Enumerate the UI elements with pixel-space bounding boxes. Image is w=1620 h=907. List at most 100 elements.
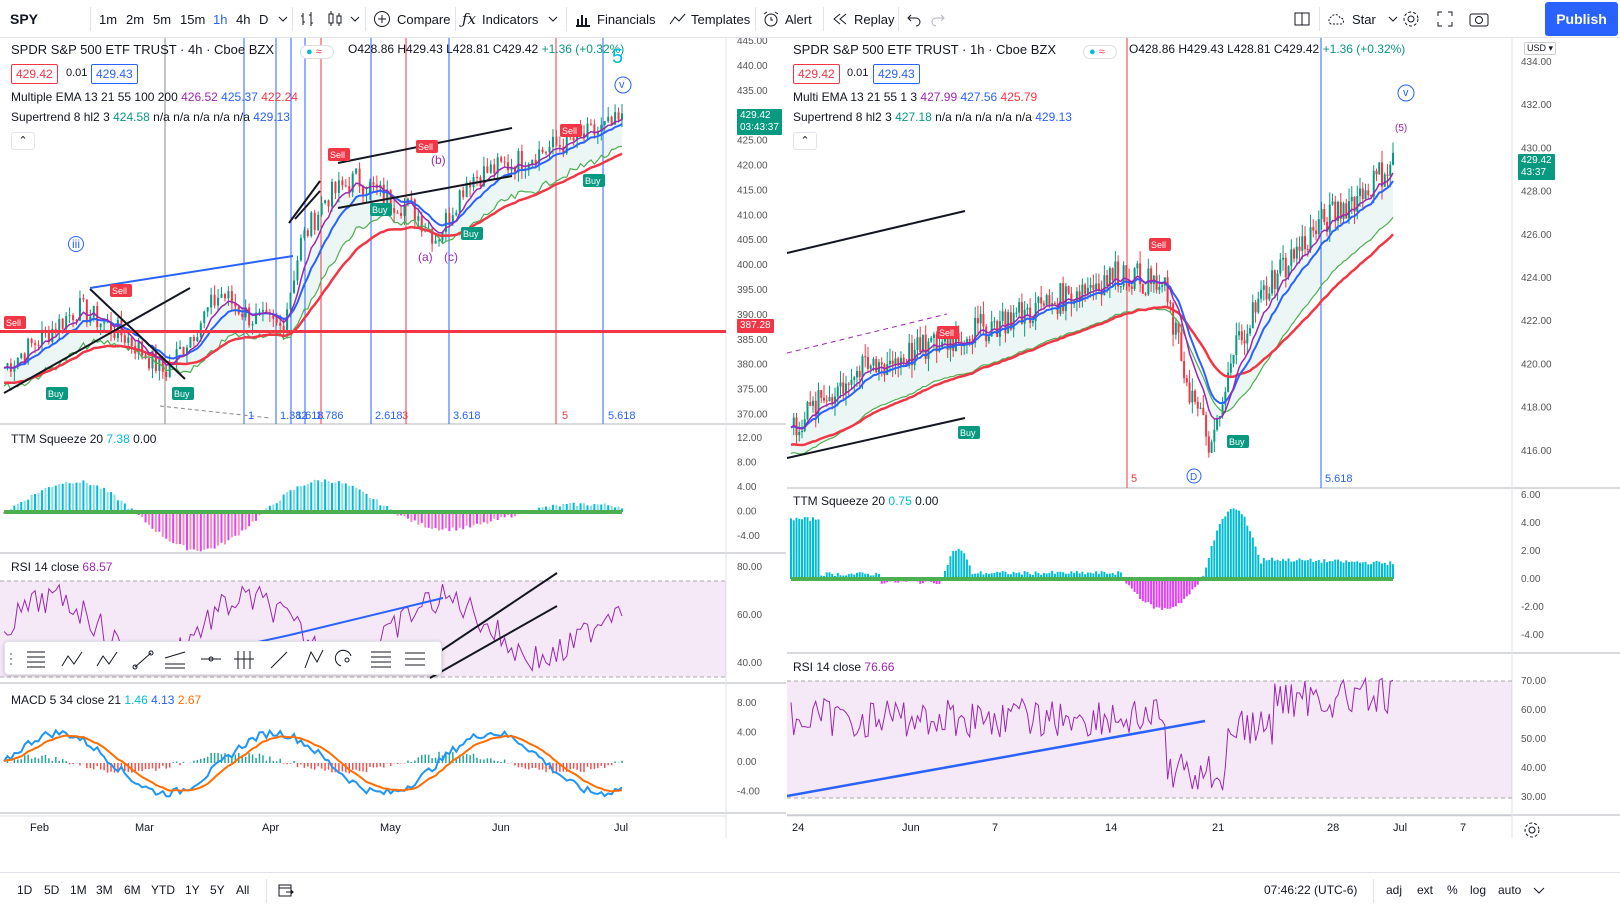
go-to-date-icon[interactable] xyxy=(278,873,294,907)
range-1d[interactable]: 1D xyxy=(17,883,33,897)
symbol-search[interactable]: SPY xyxy=(10,11,39,27)
macd-legend[interactable]: MACD 5 34 close 21 1.46 4.13 2.67 xyxy=(11,693,202,707)
candle-body xyxy=(932,334,935,338)
visibility-toggle[interactable]: ● ≈ xyxy=(1083,45,1117,59)
interval-1h[interactable]: 1h xyxy=(213,11,228,27)
spread-value: 0.01 xyxy=(66,67,88,79)
drawing-tools[interactable] xyxy=(5,642,443,676)
drawing-toolbar[interactable] xyxy=(4,641,442,675)
interval-5m[interactable]: 5m xyxy=(153,11,172,27)
ema-legend[interactable]: Multiple EMA 13 21 55 100 200 426.52 425… xyxy=(11,90,298,104)
ttm-legend[interactable]: TTM Squeeze 20 0.75 0.00 xyxy=(793,494,939,508)
interval-4h[interactable]: 4h xyxy=(236,11,251,27)
undo-icon[interactable] xyxy=(904,0,924,38)
candle-body xyxy=(341,180,344,186)
supertrend-legend[interactable]: Supertrend 8 hl2 3 424.58 n/a n/a n/a n/… xyxy=(11,110,290,124)
range-1m[interactable]: 1M xyxy=(70,883,87,897)
candle-body xyxy=(1375,170,1378,175)
layout-icon[interactable] xyxy=(1291,0,1313,38)
ttm-legend[interactable]: TTM Squeeze 20 7.38 0.00 xyxy=(11,432,157,446)
supertrend-legend[interactable]: Supertrend 8 hl2 3 427.18 n/a n/a n/a n/… xyxy=(793,110,1072,124)
visibility-toggle[interactable]: ● ≈ xyxy=(300,45,334,59)
currency-select[interactable]: USD ▾ xyxy=(1524,42,1557,55)
candle-body xyxy=(230,291,233,304)
right-chart-canvas[interactable]: 434.00 432.00 430.00 428.00 426.00 424.00 422.… xyxy=(787,38,1620,872)
adj-toggle[interactable]: adj xyxy=(1386,883,1403,897)
candle-body xyxy=(899,357,902,366)
ema-13-line xyxy=(3,118,623,369)
collapse-legend-button[interactable]: ⌃ xyxy=(11,132,35,150)
candle-body xyxy=(905,362,908,366)
trend-line xyxy=(89,255,294,289)
publish-button[interactable]: Publish xyxy=(1545,2,1618,36)
range-5d[interactable]: 5D xyxy=(44,883,60,897)
right-chart[interactable]: 434.00 432.00 430.00 428.00 426.00 424.00 422.… xyxy=(787,38,1620,872)
candle-body xyxy=(1081,284,1084,301)
chart-settings-icon[interactable] xyxy=(1523,821,1545,843)
chevron-down-icon[interactable] xyxy=(349,0,361,38)
range-6m[interactable]: 6M xyxy=(124,883,141,897)
range-3m[interactable]: 3M xyxy=(96,883,113,897)
interval-d[interactable]: D xyxy=(259,11,269,27)
candle-body xyxy=(1246,333,1249,344)
candle-body xyxy=(1067,286,1070,294)
collapse-legend-button[interactable]: ⌃ xyxy=(793,132,817,150)
candles-icon[interactable] xyxy=(325,0,345,38)
candle-body xyxy=(1339,201,1342,219)
templates-icon xyxy=(669,13,686,25)
left-chart-canvas[interactable]: 445.00440.00435.00430.00425.00420.00415.… xyxy=(0,38,786,872)
alert-button[interactable]: Alert xyxy=(762,0,812,38)
range-all[interactable]: All xyxy=(236,883,250,897)
auto-toggle[interactable]: auto xyxy=(1498,883,1522,897)
candle-body xyxy=(831,397,834,404)
log-toggle[interactable]: log xyxy=(1470,883,1487,897)
interval-15m[interactable]: 15m xyxy=(180,11,206,27)
ema-21-line xyxy=(790,180,1394,430)
range-5y[interactable]: 5Y xyxy=(210,883,225,897)
clock[interactable]: 07:46:22 (UTC-6) xyxy=(1264,883,1358,897)
settings-gear-icon[interactable] xyxy=(1400,0,1422,38)
sell-price-box[interactable]: 429.42 xyxy=(793,64,840,84)
time-axis-label: Jun xyxy=(902,822,920,834)
financials-button[interactable]: Financials xyxy=(574,0,656,38)
price-scale-label: 405.00 xyxy=(737,235,768,246)
ema-legend[interactable]: Multi EMA 13 21 55 1 3 427.99 427.56 425… xyxy=(793,90,1038,104)
ext-toggle[interactable]: ext xyxy=(1417,883,1434,897)
signal-sell-label: Sell xyxy=(6,318,21,328)
range-1y[interactable]: 1Y xyxy=(185,883,200,897)
interval-2m[interactable]: 2m xyxy=(126,11,145,27)
buy-price-box[interactable]: 429.43 xyxy=(873,64,920,84)
candle-body xyxy=(1337,201,1340,221)
range-ytd[interactable]: YTD xyxy=(151,883,175,897)
trend-line-icon xyxy=(132,650,154,670)
left-chart-title[interactable]: SPDR S&P 500 ETF TRUST · 4h · Cboe BZX xyxy=(11,42,274,57)
price-scale-label: 434.00 xyxy=(1521,57,1552,68)
candle-body xyxy=(1095,283,1098,290)
camera-icon[interactable] xyxy=(1467,0,1491,38)
buy-price-box[interactable]: 429.43 xyxy=(91,64,138,84)
more-options-icon[interactable] xyxy=(1532,873,1546,907)
alert-label: Alert xyxy=(785,11,812,27)
rsi-legend[interactable]: RSI 14 close 68.57 xyxy=(11,560,113,574)
candle-body xyxy=(1359,188,1362,197)
wave-iii-label: iii xyxy=(68,236,84,252)
left-chart[interactable]: 445.00440.00435.00430.00425.00420.00415.… xyxy=(0,38,786,872)
chevron-down-icon[interactable] xyxy=(276,0,290,38)
candle-body xyxy=(943,338,946,342)
spread-value: 0.01 xyxy=(847,67,869,79)
candle-body xyxy=(1114,261,1117,281)
percent-toggle[interactable]: % xyxy=(1447,883,1458,897)
star-layout-button[interactable]: Star xyxy=(1326,0,1398,38)
right-chart-title[interactable]: SPDR S&P 500 ETF TRUST · 1h · Cboe BZX xyxy=(793,42,1056,57)
rsi-legend[interactable]: RSI 14 close 76.66 xyxy=(793,660,895,674)
interval-1m[interactable]: 1m xyxy=(99,11,118,27)
bar-style-icon[interactable] xyxy=(298,0,318,38)
fullscreen-icon[interactable] xyxy=(1434,0,1456,38)
redo-icon[interactable] xyxy=(928,0,948,38)
replay-button[interactable]: Replay xyxy=(832,0,894,38)
templates-button[interactable]: Templates xyxy=(669,0,750,38)
indicators-button[interactable]: ƒx Indicators xyxy=(462,0,558,38)
rsi-scale-label: 40.00 xyxy=(1521,763,1546,774)
compare-button[interactable]: Compare xyxy=(373,0,450,38)
sell-price-box[interactable]: 429.42 xyxy=(11,64,58,84)
